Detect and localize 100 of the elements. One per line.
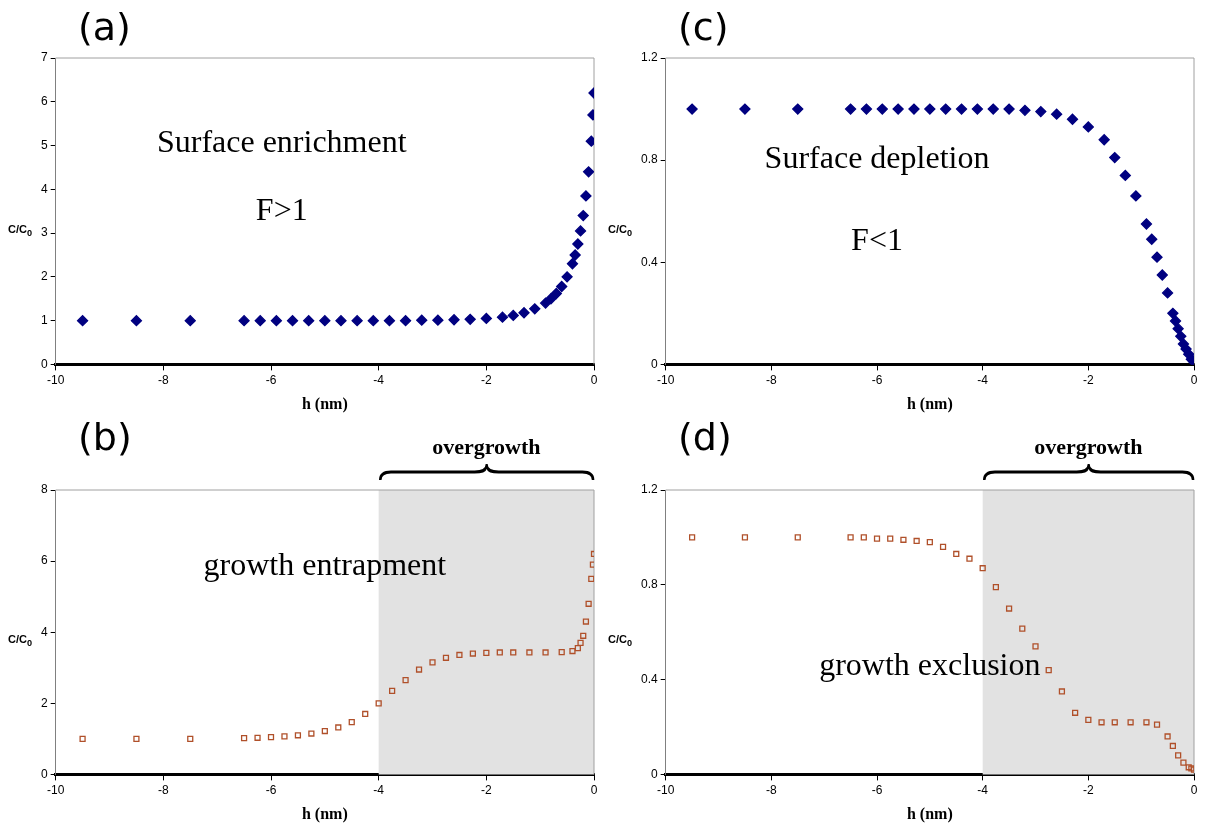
- x-tick-label: -4: [977, 372, 989, 387]
- point: [389, 687, 396, 694]
- point: [876, 103, 888, 115]
- point: [442, 654, 450, 661]
- point: [792, 103, 804, 115]
- point: [542, 649, 549, 656]
- y-tick-label: 2: [40, 695, 48, 710]
- y-axis-title: C/C$_{0}$: [608, 633, 633, 649]
- x-tick-label: -10: [657, 372, 675, 387]
- point: [1161, 287, 1174, 299]
- point: [844, 103, 857, 115]
- x-axis-title: h (nm): [906, 804, 953, 823]
- point: [267, 733, 275, 741]
- point: [367, 314, 379, 327]
- x-tick-label: -2: [1083, 782, 1094, 797]
- point: [892, 103, 904, 115]
- x-tick-label: 0: [1190, 372, 1198, 387]
- x-tick-label: -4: [977, 782, 989, 797]
- x-tick-label: -10: [47, 372, 65, 387]
- point: [580, 190, 592, 202]
- point: [979, 565, 986, 572]
- y-tick-label: 1: [40, 312, 48, 327]
- point: [913, 537, 920, 545]
- point: [510, 649, 517, 656]
- point: [1175, 330, 1187, 342]
- point: [1146, 233, 1158, 245]
- point: [900, 536, 907, 543]
- annotation: Surface depletion: [764, 138, 990, 175]
- point: [955, 103, 968, 115]
- point: [429, 659, 436, 666]
- chart-title: (b): [78, 415, 132, 459]
- point: [847, 534, 854, 541]
- y-tick-label: 0.4: [640, 254, 658, 269]
- point: [1164, 733, 1171, 740]
- y-tick-label: 5: [40, 137, 48, 152]
- point: [483, 649, 490, 656]
- y-tick-label: 3: [40, 225, 48, 240]
- point: [1032, 643, 1039, 650]
- y-axis-title: C/C$_{0}$: [608, 223, 633, 239]
- point: [1066, 113, 1079, 125]
- point: [335, 724, 342, 731]
- y-tick-label: 4: [40, 624, 48, 639]
- point: [558, 648, 565, 656]
- point: [448, 314, 460, 326]
- chart-title: (d): [678, 415, 732, 459]
- y-axis-title: C/C$_{0}$: [8, 633, 33, 649]
- point: [561, 271, 573, 283]
- y-tick-label: 0: [40, 766, 48, 781]
- point: [939, 543, 947, 551]
- point: [319, 314, 331, 327]
- x-tick-label: -6: [871, 782, 883, 797]
- point: [1098, 719, 1105, 726]
- y-tick-label: 1.2: [640, 482, 658, 497]
- point: [686, 103, 698, 115]
- x-tick-label: -2: [481, 782, 492, 797]
- point: [1119, 169, 1131, 182]
- point: [1082, 121, 1094, 133]
- point: [926, 539, 933, 546]
- point: [574, 645, 581, 652]
- x-tick-label: -6: [871, 372, 883, 387]
- point: [496, 649, 503, 656]
- y-tick-label: 0.8: [640, 577, 658, 592]
- x-tick-label: -4: [373, 372, 385, 387]
- band-label: overgrowth: [432, 433, 541, 459]
- point: [1019, 104, 1031, 116]
- point: [480, 312, 492, 325]
- point: [79, 735, 86, 742]
- annotation: F>1: [255, 190, 308, 227]
- chart-title: (a): [78, 5, 131, 49]
- point: [688, 534, 696, 541]
- point: [496, 311, 509, 323]
- point: [416, 314, 428, 326]
- point: [308, 730, 315, 737]
- point: [887, 535, 894, 542]
- point: [456, 651, 463, 659]
- point: [1140, 218, 1153, 230]
- point: [1058, 688, 1066, 695]
- point: [569, 249, 581, 261]
- point: [529, 303, 541, 315]
- point: [348, 719, 355, 726]
- point: [556, 280, 568, 293]
- point: [526, 649, 533, 656]
- point: [335, 314, 347, 327]
- point: [572, 238, 584, 250]
- y-tick-label: 1.2: [640, 50, 658, 65]
- x-tick-label: -6: [265, 782, 277, 797]
- band-label: overgrowth: [1034, 433, 1143, 459]
- point: [873, 535, 881, 542]
- point: [518, 307, 530, 319]
- point: [940, 103, 952, 115]
- point: [1169, 315, 1182, 327]
- point: [585, 600, 592, 607]
- point: [1035, 105, 1047, 118]
- point: [187, 735, 194, 742]
- x-axis-title: h (nm): [906, 394, 953, 413]
- point: [1169, 742, 1176, 750]
- point: [1109, 151, 1121, 164]
- x-tick-label: -8: [158, 782, 169, 797]
- x-tick-label: -4: [373, 782, 385, 797]
- point: [362, 710, 369, 718]
